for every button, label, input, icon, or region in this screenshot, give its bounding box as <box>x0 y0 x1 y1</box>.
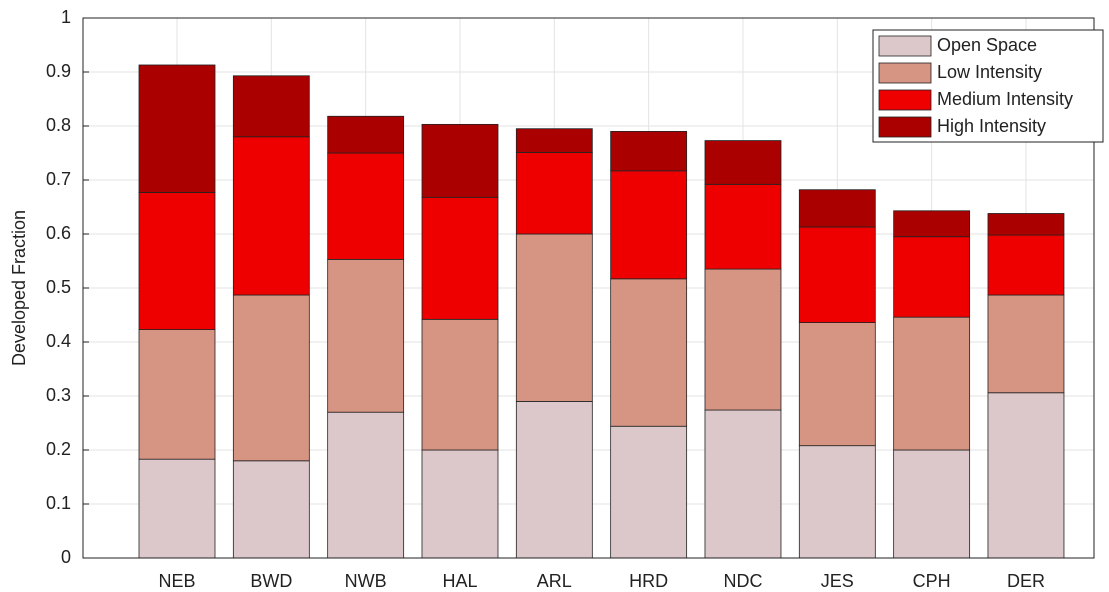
plot-frame <box>82 17 1095 559</box>
x-tick-label: DER <box>1007 571 1045 591</box>
bar-segment <box>893 236 971 318</box>
legend-label: Open Space <box>937 35 1037 55</box>
y-tick-label: 0.8 <box>46 115 71 135</box>
bar-segment <box>515 128 593 153</box>
y-tick-label: 1 <box>61 7 71 27</box>
y-tick-label: 0 <box>61 547 71 567</box>
y-tick-label: 0.2 <box>46 439 71 459</box>
legend-swatch <box>878 89 932 111</box>
y-axis-label: Developed Fraction <box>9 210 29 366</box>
bar-segment <box>138 458 216 559</box>
x-tick-label: HAL <box>442 571 477 591</box>
legend-swatch <box>878 35 932 57</box>
bar-segment <box>893 316 971 451</box>
y-tick-label: 0.7 <box>46 169 71 189</box>
bar-segment <box>987 392 1065 559</box>
bar-segment <box>138 64 216 193</box>
bar-segment <box>987 234 1065 296</box>
y-tick-label: 0.1 <box>46 493 71 513</box>
x-tick-label: HRD <box>629 571 668 591</box>
legend-label: Low Intensity <box>937 62 1042 82</box>
bar-segment <box>704 268 782 411</box>
bar-segment <box>232 294 310 462</box>
bar-segment <box>421 449 499 559</box>
bar-segment <box>610 130 688 172</box>
y-tick-label: 0.3 <box>46 385 71 405</box>
bar-segment <box>987 294 1065 394</box>
bar-segment <box>515 152 593 235</box>
bar-segment <box>232 460 310 559</box>
bar-segment <box>327 258 405 413</box>
legend-label: High Intensity <box>937 116 1046 136</box>
x-tick-label: BWD <box>250 571 292 591</box>
bar-segment <box>515 400 593 559</box>
y-tick-label: 0.9 <box>46 61 71 81</box>
bar-segment <box>327 115 405 154</box>
y-tick-label: 0.4 <box>46 331 71 351</box>
legend-label: Medium Intensity <box>937 89 1073 109</box>
bar-segment <box>232 136 310 296</box>
bar-segment <box>421 196 499 320</box>
bar-segment <box>327 411 405 559</box>
bar-segment <box>704 409 782 559</box>
x-tick-label: CPH <box>913 571 951 591</box>
legend-swatch <box>878 116 932 138</box>
y-tick-label: 0.5 <box>46 277 71 297</box>
x-tick-label: ARL <box>537 571 572 591</box>
bar-segment <box>893 210 971 238</box>
bar-segment <box>704 140 782 185</box>
bar-segment <box>798 189 876 228</box>
bar-segment <box>515 233 593 402</box>
bar-segment <box>610 170 688 280</box>
bar-segment <box>327 152 405 260</box>
bar-segment <box>610 278 688 427</box>
bar-segment <box>421 318 499 451</box>
bar-segment <box>138 329 216 460</box>
x-tick-label: NEB <box>158 571 195 591</box>
bar-segment <box>138 192 216 330</box>
x-tick-label: JES <box>821 571 854 591</box>
bar-segment <box>893 449 971 559</box>
bar-segment <box>704 183 782 270</box>
bar-segment <box>610 425 688 559</box>
bar-segment <box>987 213 1065 236</box>
bar-segment <box>798 322 876 447</box>
x-tick-label: NWB <box>345 571 387 591</box>
y-tick-label: 0.6 <box>46 223 71 243</box>
bar-segment <box>798 226 876 323</box>
bar-segment <box>421 123 499 198</box>
bar-segment <box>232 75 310 138</box>
bar-segment <box>798 445 876 559</box>
legend-swatch <box>878 62 932 84</box>
x-tick-label: NDC <box>723 571 762 591</box>
